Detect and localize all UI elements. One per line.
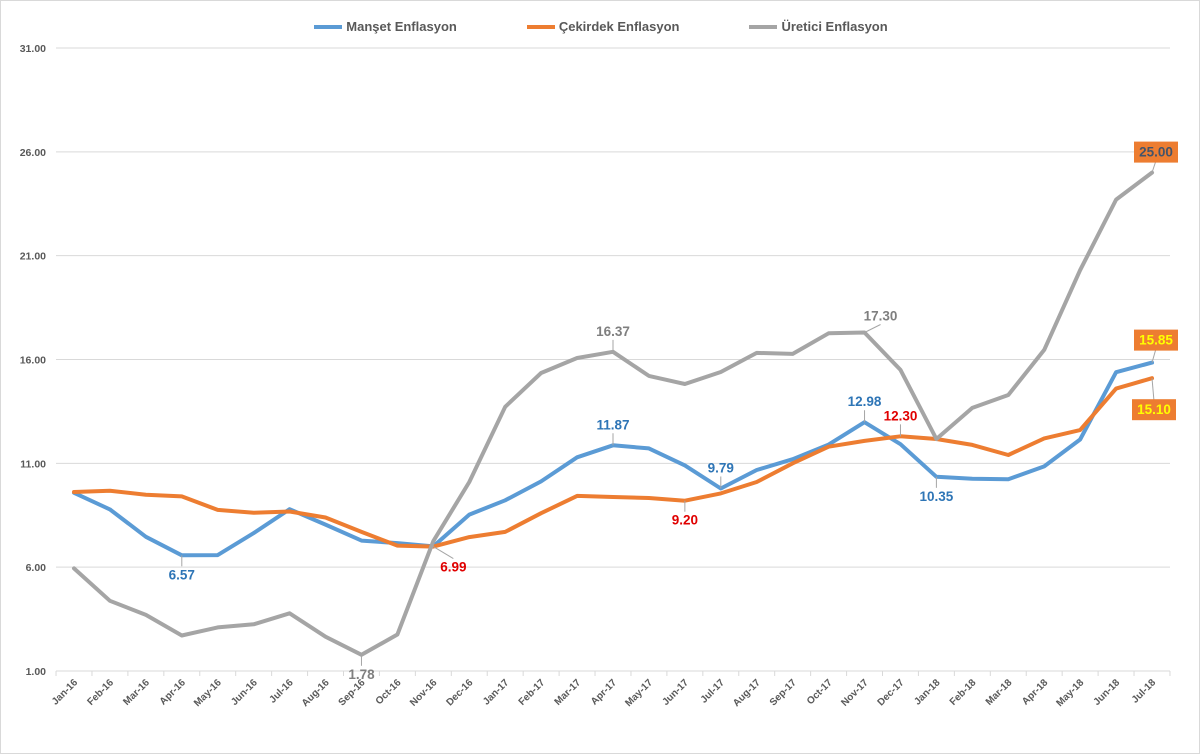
x-tick-label: Nov-17 (839, 677, 871, 709)
series-line-2 (72, 170, 1154, 657)
data-label: 15.85 (1139, 333, 1173, 348)
legend-item-manset[interactable]: Manşet Enflasyon (314, 19, 457, 34)
x-tick-label: Dec-16 (444, 677, 475, 708)
data-label: 10.35 (920, 489, 954, 504)
x-tick-label: Apr-16 (158, 677, 188, 707)
leader-line (433, 546, 454, 560)
y-tick-label: 1.00 (26, 666, 47, 678)
y-tick-label: 16.00 (20, 355, 46, 367)
x-tick-label: Oct-17 (805, 677, 835, 707)
x-tick-label: Jul-17 (699, 677, 728, 706)
x-tick-label: Jun-17 (660, 677, 691, 708)
x-tick-label: Mar-16 (121, 677, 152, 708)
legend-label-manset: Manşet Enflasyon (346, 19, 457, 34)
x-tick-label: May-18 (1055, 677, 1087, 709)
x-tick-label: Jun-18 (1092, 677, 1123, 708)
x-tick-label: Mar-18 (984, 677, 1015, 708)
legend-swatch-uretici (749, 24, 778, 29)
x-tick-label: Jan-18 (912, 677, 942, 707)
data-label: 17.30 (864, 309, 898, 324)
data-label-bg (1134, 141, 1178, 163)
x-tick-label: Nov-16 (408, 677, 440, 709)
leader-line (864, 324, 881, 333)
data-label: 12.30 (884, 408, 918, 423)
x-tick-label: Sep-17 (768, 677, 799, 708)
data-label: 12.98 (848, 394, 882, 409)
data-label: 15.10 (1137, 402, 1171, 417)
x-tick-label: Aug-17 (731, 677, 763, 709)
data-label: 1.78 (348, 667, 375, 682)
legend-item-cekirdek[interactable]: Çekirdek Enflasyon (526, 19, 680, 34)
legend-swatch-manset (314, 24, 343, 29)
x-tick-label: Jun-16 (229, 677, 260, 708)
x-tick-label: Apr-17 (589, 677, 619, 707)
x-tick-label: Jan-17 (481, 677, 511, 707)
x-tick-label: Feb-16 (85, 677, 116, 708)
legend-item-uretici[interactable]: Üretici Enflasyon (749, 19, 888, 34)
y-tick-label: 26.00 (20, 147, 46, 159)
y-tick-label: 6.00 (26, 562, 47, 574)
data-label: 16.37 (596, 324, 630, 339)
data-label-bg (1132, 399, 1176, 421)
x-tick-label: Mar-17 (553, 677, 584, 708)
leader-line (1151, 378, 1155, 402)
data-label: 6.99 (440, 560, 466, 575)
x-tick-label: May-16 (192, 677, 224, 709)
x-tick-label: May-17 (623, 677, 655, 709)
legend-swatch-cekirdek (526, 24, 555, 29)
legend-label-uretici: Üretici Enflasyon (781, 19, 888, 34)
leader-line (1151, 348, 1157, 363)
series-line-0 (72, 360, 1154, 558)
y-tick-label: 21.00 (20, 251, 46, 263)
data-label: 9.79 (708, 460, 734, 475)
y-tick-label: 31.00 (20, 43, 46, 55)
x-tick-label: Jul-18 (1130, 677, 1159, 706)
data-label: 11.87 (596, 417, 629, 432)
x-tick-label: Aug-16 (300, 677, 332, 709)
x-tick-label: Feb-17 (517, 677, 548, 708)
data-label: 6.57 (169, 567, 195, 582)
x-tick-label: Oct-16 (374, 677, 404, 707)
data-label: 25.00 (1139, 145, 1173, 160)
x-tick-label: Feb-18 (948, 677, 979, 708)
y-tick-label: 11.00 (20, 458, 46, 470)
x-tick-label: Dec-17 (876, 677, 907, 708)
legend: Manşet Enflasyon Çekirdek Enflasyon Üret… (1, 19, 1200, 34)
x-tick-label: Jul-16 (268, 677, 297, 706)
legend-label-cekirdek: Çekirdek Enflasyon (558, 19, 680, 34)
data-label: 9.20 (672, 513, 698, 528)
x-tick-label: Apr-18 (1020, 677, 1050, 707)
data-label-bg (1134, 329, 1178, 351)
x-tick-label: Jan-16 (50, 677, 80, 707)
